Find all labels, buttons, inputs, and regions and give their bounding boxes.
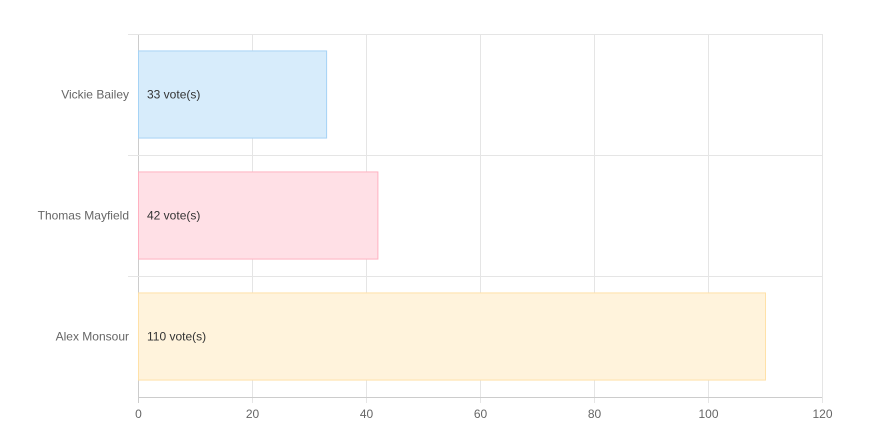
x-tick-label: 80: [588, 407, 602, 421]
bar-data-label: 110 vote(s): [147, 330, 206, 344]
bar: [138, 292, 766, 381]
category-label: Vickie Bailey: [61, 88, 129, 102]
bar: [138, 171, 379, 260]
x-tick-label: 120: [812, 407, 832, 421]
x-tick-label: 100: [698, 407, 718, 421]
labels: 0 20 40 60 80 100 120 Vickie Bailey 33 vote(s) Th…: [38, 88, 833, 422]
x-tick-label: 20: [246, 407, 260, 421]
x-tick-label: 0: [135, 407, 142, 421]
bars: [138, 50, 766, 381]
bar: [138, 50, 328, 139]
x-tick-label: 60: [474, 407, 488, 421]
bar-data-label: 42 vote(s): [147, 209, 200, 223]
category-label: Thomas Mayfield: [38, 209, 129, 223]
x-tick-label: 40: [360, 407, 374, 421]
bar-data-label: 33 vote(s): [147, 88, 200, 102]
category-label: Alex Monsour: [56, 330, 129, 344]
